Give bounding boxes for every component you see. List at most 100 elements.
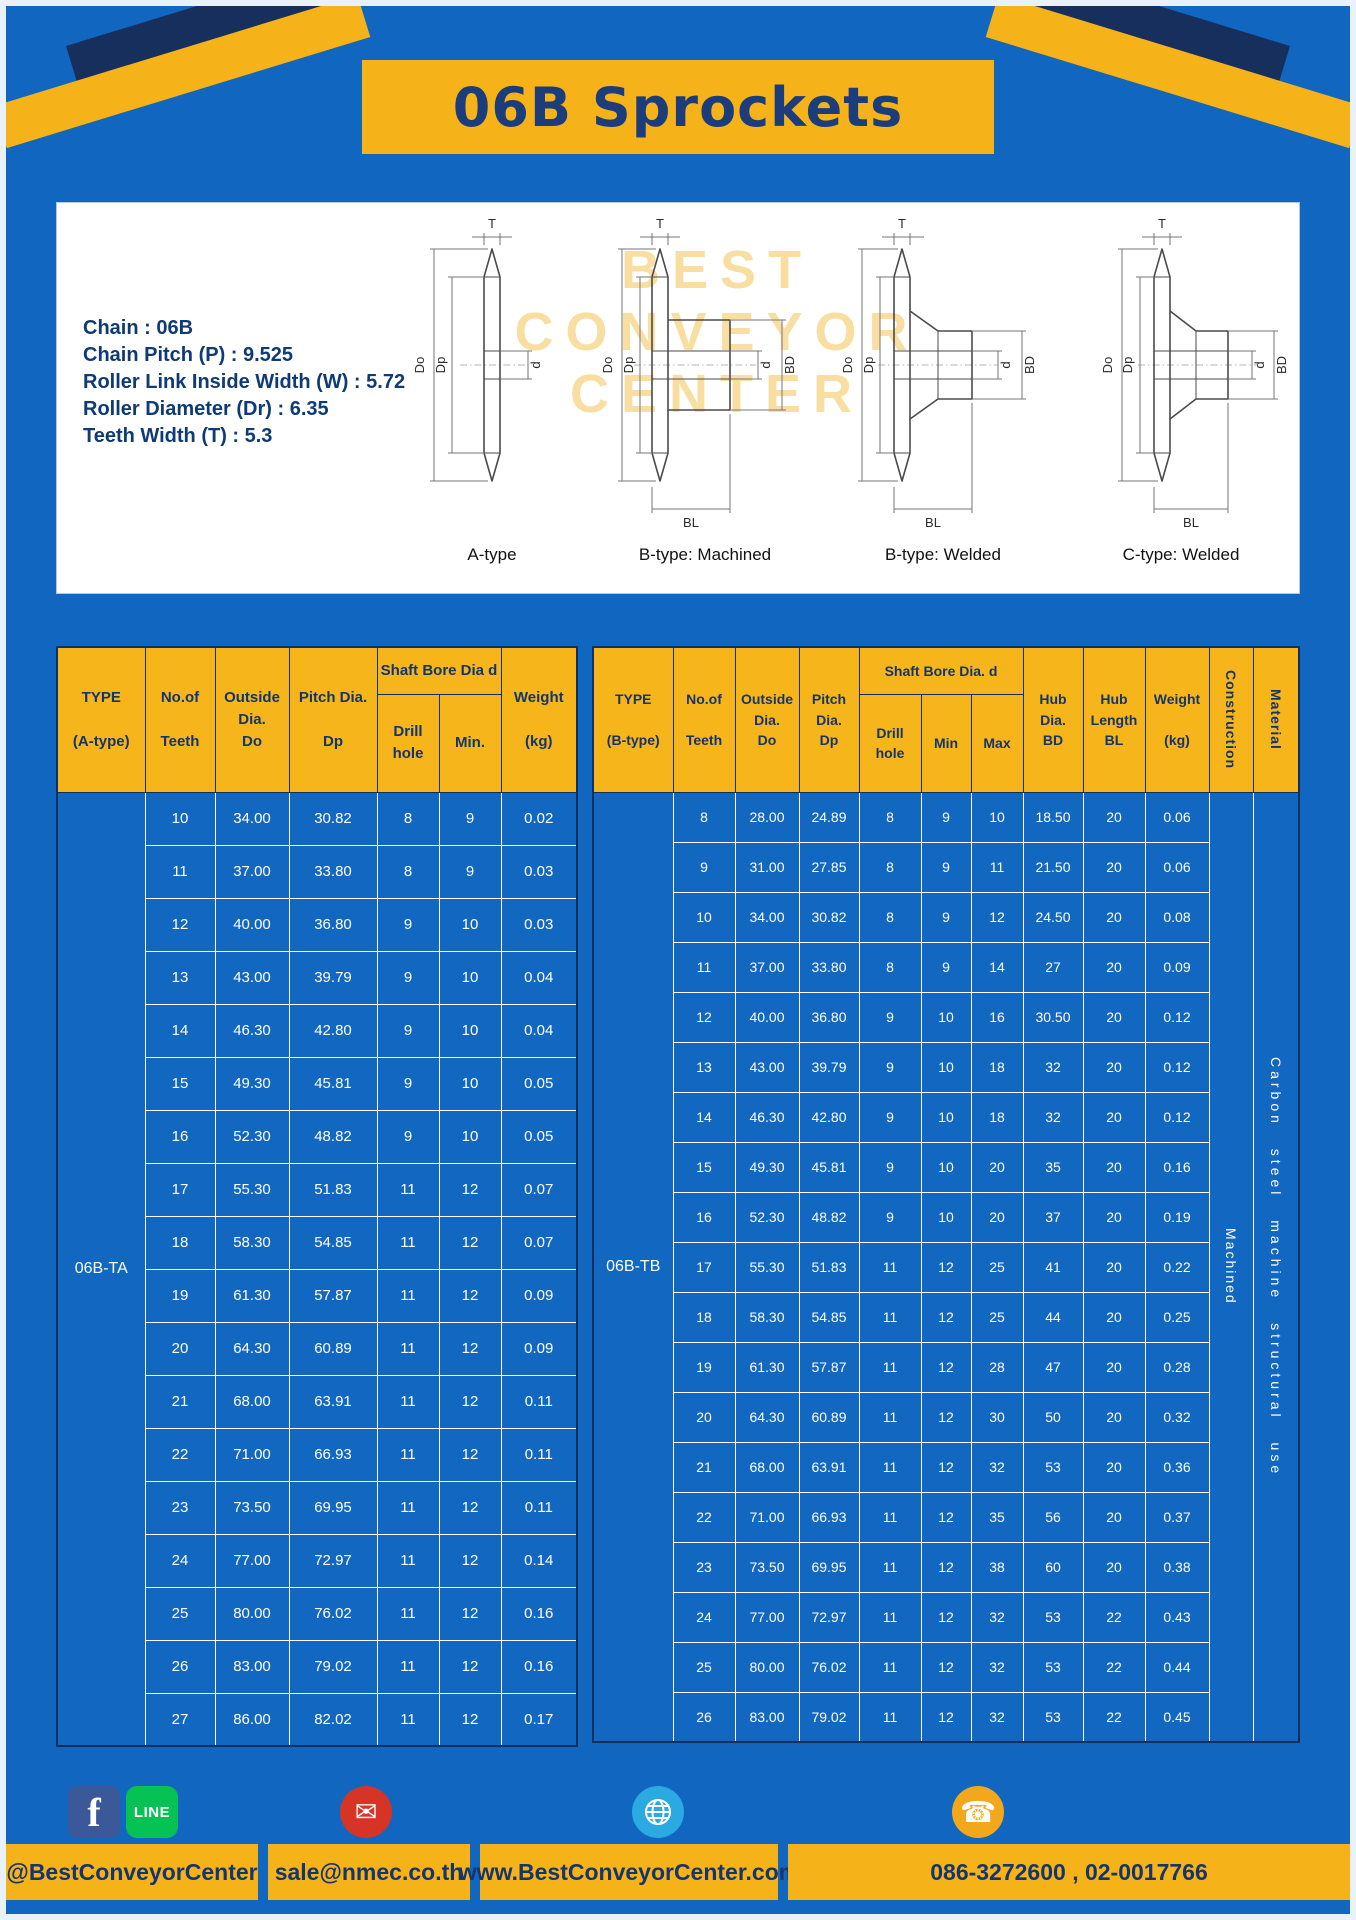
phone-icon[interactable]: ☎ [952,1786,1004,1838]
data-cell: 61.30 [734,1341,800,1393]
data-cell: 18 [144,1215,216,1270]
data-cell: 73.50 [734,1541,800,1593]
construction-cell: Machined [1208,791,1254,1743]
table-row: 22 71.00 66.93 11 12 0.11 [57,1427,578,1482]
spec-tables-section: TYPE (A-type) No.of Teeth Outside Dia. D… [56,646,1300,1747]
contact-email[interactable]: sale@nmec.co.th [268,1844,470,1900]
table-row: 10 34.00 30.82 8 9 12 24.50 20 0.08 [593,891,1299,943]
data-cell: 9 [376,897,440,952]
data-cell: 12 [438,1480,502,1535]
data-cell: 25 [970,1241,1024,1293]
data-cell: 9 [920,841,972,893]
data-cell: 20 [1082,841,1146,893]
data-cell: 80.00 [214,1586,290,1641]
dim-label-Dp: Dp [861,357,876,374]
data-cell: 79.02 [288,1639,378,1694]
data-cell: 48.82 [798,1191,860,1243]
data-cell: 42.80 [798,1091,860,1143]
footer-contact-bar: @BestConveyorCenter sale@nmec.co.th www.… [6,1844,1350,1900]
title-banner: 06B Sprockets [362,60,994,154]
data-cell: 12 [920,1391,972,1443]
data-cell: 46.30 [214,1003,290,1058]
table-row: 23 73.50 69.95 11 12 38 60 20 0.38 [593,1541,1299,1593]
globe-icon[interactable] [632,1786,684,1838]
data-cell: 12 [920,1491,972,1543]
c-type-welded-diagram-svg: T Do Dp d BD [1100,216,1289,530]
phone-numbers[interactable]: 086-3272600 , 02-0017766 [788,1844,1350,1900]
data-cell: 0.08 [1144,891,1210,943]
data-cell: 11 [144,844,216,899]
data-cell: 26 [672,1691,736,1743]
dim-label-d: d [528,361,543,368]
line-icon[interactable]: LINE [126,1786,178,1838]
data-cell: 30.82 [288,791,378,846]
data-cell: 44 [1022,1291,1084,1343]
col-header-weight: Weight (kg) [500,646,578,793]
data-cell: 13 [144,950,216,1005]
b-type-machined-diagram-svg: T Do Dp d BD [600,216,797,530]
data-cell: 9 [920,791,972,843]
data-cell: 72.97 [798,1591,860,1643]
data-cell: 52.30 [214,1109,290,1164]
data-cell: 10 [672,891,736,943]
data-cell: 10 [920,1141,972,1193]
dim-label-Dp: Dp [433,357,448,374]
data-cell: 47 [1022,1341,1084,1393]
dim-label-BD: BD [1274,356,1289,374]
data-cell: 40.00 [214,897,290,952]
a-type-table: TYPE (A-type) No.of Teeth Outside Dia. D… [56,646,578,1747]
data-cell: 30.82 [798,891,860,943]
data-cell: 0.32 [1144,1391,1210,1443]
data-cell: 14 [970,941,1024,993]
data-cell: 11 [858,1341,922,1393]
dim-label-Do: Do [1100,357,1115,374]
data-cell: 27 [1022,941,1084,993]
footer-icons: f LINE ✉ ☎ [6,1782,1350,1844]
globe-glyph [645,1799,671,1825]
data-cell: 19 [144,1268,216,1323]
material-cell: Carbon steel machine structural use [1252,791,1300,1743]
table-row: 25 80.00 76.02 11 12 0.16 [57,1586,578,1641]
data-cell: 22 [144,1427,216,1482]
data-cell: 20 [970,1141,1024,1193]
data-cell: 11 [858,1591,922,1643]
data-cell: 10 [438,897,502,952]
email-icon[interactable]: ✉ [340,1786,392,1838]
data-cell: 25 [970,1291,1024,1343]
data-cell: 33.80 [798,941,860,993]
data-cell: 58.30 [734,1291,800,1343]
facebook-handle[interactable]: @BestConveyorCenter [6,1844,258,1900]
website-url[interactable]: www.BestConveyorCenter.com [459,1844,799,1900]
data-cell: 28 [970,1341,1024,1393]
data-cell: 12 [438,1268,502,1323]
dim-label-d: d [998,361,1013,368]
col-header-min: Min [920,693,972,793]
data-cell: 45.81 [288,1056,378,1111]
data-cell: 15 [144,1056,216,1111]
col-header-outside-dia: Outside Dia. Do [734,646,800,793]
data-cell: 11 [376,1533,440,1588]
data-cell: 11 [376,1321,440,1376]
data-cell: 11 [858,1391,922,1443]
col-header-hub-dia: Hub Dia. BD [1022,646,1084,793]
facebook-icon[interactable]: f [68,1786,120,1838]
data-cell: 15 [672,1141,736,1193]
data-cell: 22 [672,1491,736,1543]
data-cell: 35 [1022,1141,1084,1193]
data-cell: 18 [970,1091,1024,1143]
c-type-welded-drawing: T Do Dp d BD [1066,215,1296,565]
data-cell: 20 [1082,1241,1146,1293]
data-cell: 0.09 [1144,941,1210,993]
table-row: 14 46.30 42.80 9 10 0.04 [57,1003,578,1058]
dim-label-BL: BL [925,515,941,530]
data-cell: 0.12 [1144,991,1210,1043]
col-header-teeth: No.of Teeth [144,646,216,793]
dim-label-Do: Do [600,357,615,374]
data-cell: 0.16 [1144,1141,1210,1193]
col-header-min: Min. [438,693,502,793]
data-cell: 11 [858,1541,922,1593]
spec-line: Roller Link Inside Width (W) : 5.72 [83,371,406,393]
data-cell: 9 [858,1091,922,1143]
data-cell: 66.93 [798,1491,860,1543]
table-row: 16 52.30 48.82 9 10 20 37 20 0.19 [593,1191,1299,1243]
